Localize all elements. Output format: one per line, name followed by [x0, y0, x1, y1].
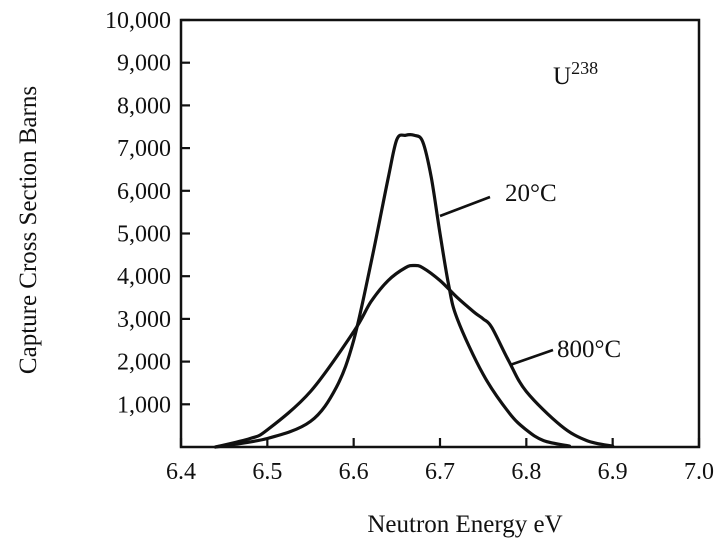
leader-800c	[509, 348, 554, 367]
x-axis-title: Neutron Energy eV	[367, 511, 562, 538]
leader-20c	[439, 195, 491, 218]
x-tick-label-3: 6.7	[425, 459, 455, 485]
y-tick-label-6: 7,000	[117, 136, 171, 162]
y-tick-label-1: 2,000	[117, 350, 171, 376]
x-tick-label-0: 6.4	[166, 459, 196, 485]
label-20c: 20°C	[505, 180, 557, 207]
x-tick-label-6: 7.0	[684, 459, 714, 485]
axis-ticks	[179, 18, 701, 447]
y-tick-label-9: 10,000	[105, 8, 171, 34]
y-tick-label-8: 9,000	[117, 51, 171, 77]
x-tick-label-1: 6.5	[252, 459, 282, 485]
y-tick-label-2: 3,000	[117, 307, 171, 333]
y-tick-label-5: 6,000	[117, 179, 171, 205]
series-line-20c	[213, 133, 572, 449]
series-curves	[213, 133, 615, 449]
y-tick-label-0: 1,000	[117, 392, 171, 418]
y-axis-title: Capture Cross Section Barns	[15, 86, 42, 374]
x-tick-label-5: 6.9	[598, 459, 628, 485]
isotope-base: U	[553, 63, 571, 90]
x-tick-labels: 6.4 6.5 6.6 6.7 6.8 6.9 7.0	[166, 459, 714, 485]
y-tick-label-3: 4,000	[117, 264, 171, 290]
isotope-label: U238	[553, 58, 598, 90]
x-tick-label-2: 6.6	[339, 459, 369, 485]
series-line-800c	[213, 263, 615, 449]
isotope-superscript: 238	[571, 58, 598, 78]
x-tick-label-4: 6.8	[511, 459, 541, 485]
y-tick-labels: 1,000 2,000 3,000 4,000 5,000 6,000 7,000 8,000…	[105, 8, 171, 418]
label-800c: 800°C	[557, 336, 621, 363]
y-tick-label-7: 8,000	[117, 93, 171, 119]
y-tick-label-4: 5,000	[117, 222, 171, 248]
